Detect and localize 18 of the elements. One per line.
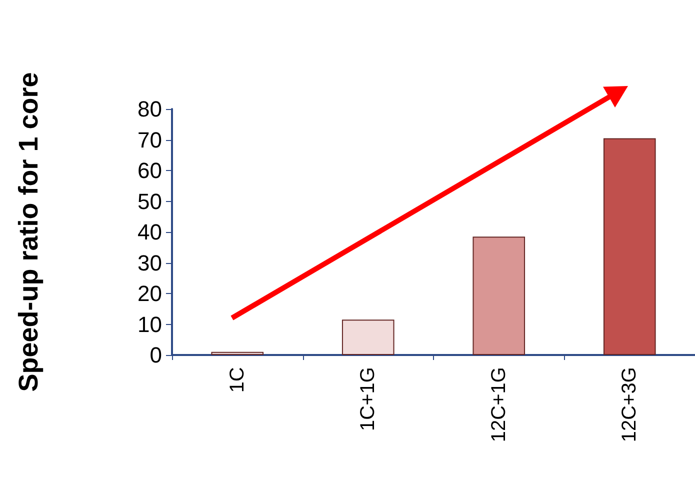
y-tick-label: 80 <box>138 96 162 122</box>
y-tick-label: 20 <box>138 281 162 306</box>
y-tick-label: 70 <box>138 127 162 152</box>
y-tick-label: 60 <box>138 158 162 183</box>
bar <box>603 138 656 355</box>
x-tick-label: 1C+1G <box>357 367 380 431</box>
y-tick-label: 0 <box>150 342 162 368</box>
y-tick-label: 40 <box>138 220 162 244</box>
y-tick-label: 10 <box>138 312 162 337</box>
x-tick-label: 12C+3G <box>618 367 641 442</box>
x-tick-label: 1C <box>226 367 248 393</box>
y-axis-title: Speed-up ratio for 1 core <box>14 72 44 392</box>
x-tick-label: 12C+1G <box>488 367 510 442</box>
bar <box>211 352 264 355</box>
bar <box>472 236 526 355</box>
y-tick-label: 50 <box>138 188 162 214</box>
y-tick-label: 30 <box>138 250 162 276</box>
bar <box>342 320 394 355</box>
